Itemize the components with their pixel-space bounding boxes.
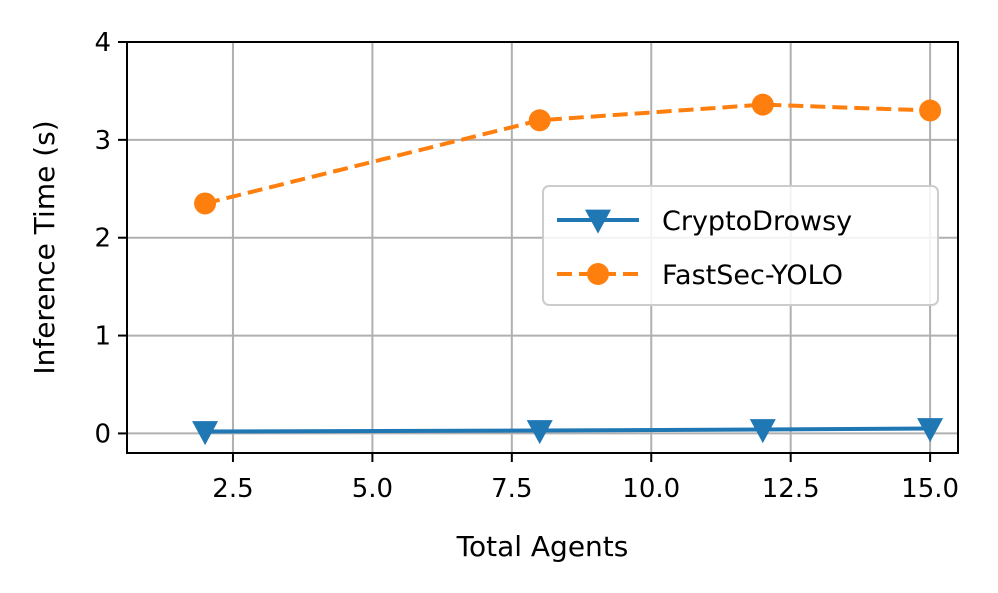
plot-frame: [126, 41, 959, 454]
y-axis-title: Inference Time (s): [28, 120, 61, 374]
y-tick-label: 3: [94, 126, 111, 156]
data-point: [526, 420, 553, 445]
y-tick-label: 2: [94, 224, 111, 254]
series-cryptodrowsy: [192, 418, 944, 446]
series-layer: [192, 93, 944, 446]
ticks: 2.5 5.0 7.5 10.0 12.5 15.0 0 1 2 3 4: [94, 28, 959, 504]
x-tick-label: 2.5: [212, 474, 253, 504]
y-tick-label: 4: [94, 28, 111, 58]
legend: CryptoDrowsy FastSec-YOLO: [542, 185, 939, 306]
x-tick-label: 15.0: [901, 474, 959, 504]
legend-marker: [587, 263, 609, 285]
data-point: [192, 421, 219, 446]
data-point: [528, 109, 551, 132]
data-point: [194, 192, 217, 215]
legend-label: CryptoDrowsy: [662, 206, 852, 237]
y-tick-label: 1: [94, 322, 111, 352]
data-point: [917, 418, 944, 443]
x-tick-label: 12.5: [762, 474, 820, 504]
data-point: [751, 93, 774, 116]
series-line: [205, 426, 931, 434]
x-tick-label: 5.0: [352, 474, 393, 504]
series-line: [204, 102, 931, 206]
x-tick-label: 7.5: [491, 474, 532, 504]
x-tick-label: 10.0: [622, 474, 680, 504]
legend-marker: [585, 209, 611, 234]
legend-box: [542, 185, 939, 306]
legend-label: FastSec-YOLO: [662, 260, 843, 291]
series-fastsec-yolo: [194, 93, 942, 215]
y-tick-label: 0: [94, 419, 111, 449]
data-point: [749, 419, 776, 444]
x-axis-title: Total Agents: [456, 530, 629, 563]
data-point: [919, 99, 942, 122]
